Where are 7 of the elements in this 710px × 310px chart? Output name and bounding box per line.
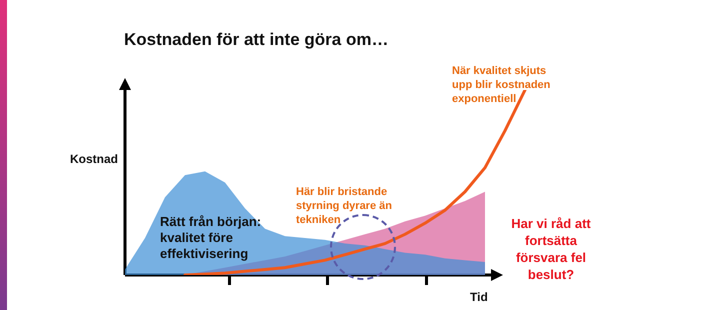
annotation: Här blir bristande styrning dyrare än tekniken (296, 185, 393, 227)
annotation: Rätt från början: kvalitet före effektivisering (160, 214, 262, 262)
annotation: Har vi råd att fortsätta försvara fel beslut? (510, 215, 592, 283)
chart-title: Kostnaden för att inte göra om… (124, 30, 388, 50)
annotation: När kvalitet skjuts upp blir kostnaden exponentiell (452, 64, 552, 106)
y-axis-title: Kostnad (70, 152, 118, 166)
x-axis-title: Tid (470, 290, 488, 304)
